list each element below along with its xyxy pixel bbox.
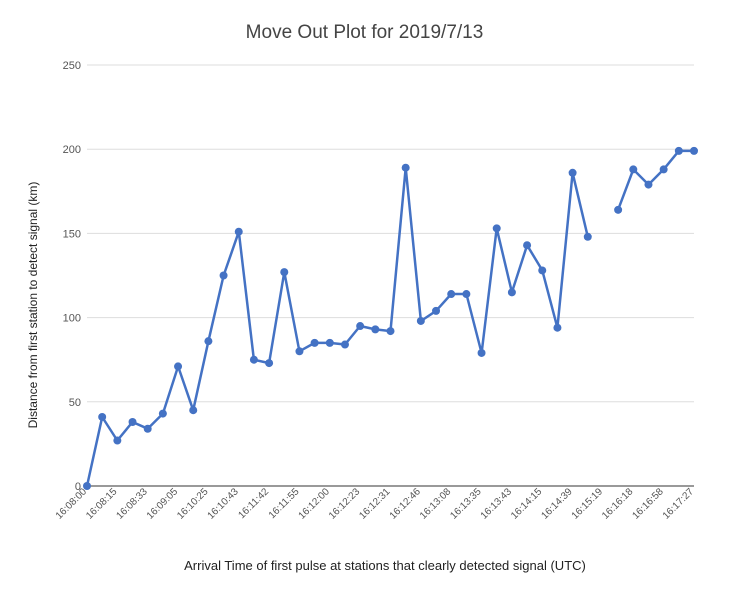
x-tick-label: 16:12:00 [297, 486, 333, 522]
x-tick-label: 16:13:35 [448, 486, 484, 522]
data-point [583, 232, 592, 241]
data-point [83, 482, 91, 490]
data-point [553, 323, 562, 332]
x-tick-label: 16:12:31 [357, 486, 393, 522]
y-axis-label: Distance from first station to detect si… [26, 181, 40, 429]
data-point [386, 327, 395, 336]
y-tick-label: 150 [63, 228, 81, 240]
data-point [325, 338, 334, 347]
x-tick-label: 16:12:46 [388, 486, 424, 522]
data-point [234, 227, 243, 236]
y-tick-label: 0 [75, 481, 81, 493]
data-point [492, 224, 501, 233]
x-tick-label: 16:10:43 [206, 486, 242, 522]
data-point [158, 409, 167, 418]
gridlines [87, 64, 694, 487]
x-tick-label: 16:14:39 [539, 486, 575, 522]
data-point [614, 205, 623, 214]
data-point [371, 325, 380, 334]
series-line [85, 166, 590, 487]
data-point [401, 163, 410, 172]
data-point [447, 290, 456, 299]
data-point [204, 337, 213, 346]
data-point [432, 306, 441, 315]
data-point [295, 347, 304, 356]
data-point [659, 165, 668, 174]
data-point [538, 266, 547, 275]
data-point [174, 362, 183, 371]
x-tick-label: 16:08:15 [84, 486, 120, 522]
data-point [690, 146, 698, 155]
x-tick-label: 16:16:18 [600, 486, 636, 522]
x-tick-label: 16:17:27 [661, 486, 697, 522]
x-tick-label: 16:11:55 [267, 486, 302, 521]
data-point [477, 348, 486, 357]
y-tick-label: 100 [63, 313, 81, 325]
series-line [616, 149, 694, 211]
x-tick-label: 16:08:33 [115, 486, 151, 522]
x-tick-label: 16:12:23 [327, 486, 363, 522]
x-tick-label: 16:14:15 [509, 486, 545, 522]
x-tick-label: 16:13:43 [479, 486, 515, 522]
data-point [340, 340, 349, 349]
y-axis-ticks: 0 50 100 150 200 250 [63, 60, 81, 493]
x-axis-label: Arrival Time of first pulse at stations … [184, 558, 586, 573]
data-point [98, 412, 107, 421]
data-point [629, 165, 638, 174]
x-tick-label: 16:09:05 [145, 486, 181, 522]
data-point [128, 418, 137, 427]
data-point [568, 168, 577, 177]
data-point [462, 290, 471, 299]
x-tick-label: 16:15:19 [570, 486, 606, 522]
data-point [265, 359, 274, 368]
x-tick-label: 16:10:25 [175, 486, 211, 522]
x-tick-label: 16:11:42 [236, 486, 271, 521]
data-point [219, 271, 228, 280]
x-tick-label: 16:16:58 [630, 486, 666, 522]
y-tick-label: 200 [63, 144, 81, 156]
data-point [674, 146, 683, 155]
data-point [310, 338, 319, 347]
data-point [280, 268, 289, 277]
data-point [113, 436, 122, 445]
data-point [416, 316, 425, 325]
x-tick-label: 16:08:00 [54, 486, 90, 522]
data-point [644, 180, 653, 189]
data-series [83, 146, 698, 490]
data-point [189, 406, 198, 415]
y-tick-label: 250 [63, 60, 81, 72]
y-tick-label: 50 [69, 397, 81, 409]
x-tick-label: 16:13:08 [418, 486, 454, 522]
x-axis-ticks: 16:08:0016:08:1516:08:3316:09:0516:10:25… [54, 486, 697, 522]
chart-title: Move Out Plot for 2019/7/13 [245, 22, 484, 43]
data-point [523, 241, 532, 250]
data-point [507, 288, 516, 297]
data-point [143, 424, 152, 433]
data-point [356, 322, 365, 331]
data-point [249, 355, 258, 364]
